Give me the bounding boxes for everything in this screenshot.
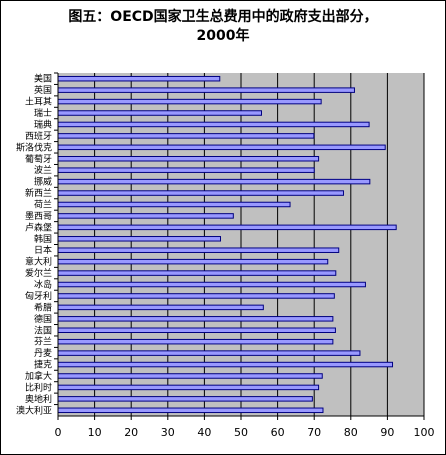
x-tick-label: 60 [271, 426, 285, 439]
bar [57, 144, 386, 151]
x-tick-label: 20 [124, 426, 138, 439]
category-labels: 美国英国土耳其瑞士瑞典西班牙斯洛伐克葡萄牙波兰挪威新西兰荷兰墨西哥卢森堡韩国日本… [16, 73, 52, 417]
x-tick-label: 30 [161, 426, 175, 439]
axes [54, 72, 425, 420]
category-label: 爱尔兰 [25, 267, 52, 279]
category-label: 奥地利 [25, 393, 52, 405]
x-tick-label: 70 [307, 426, 321, 439]
x-tick-label: 40 [197, 426, 211, 439]
bar [57, 98, 322, 105]
gridlines [94, 73, 425, 416]
bar [57, 338, 334, 345]
bar [57, 350, 361, 356]
category-label: 芬兰 [34, 336, 52, 348]
bar [57, 373, 323, 379]
category-label: 德国 [34, 313, 52, 325]
category-label: 新西兰 [25, 187, 52, 199]
bar [57, 316, 334, 322]
category-label: 日本 [34, 244, 52, 256]
bar [57, 87, 355, 93]
category-label: 斯洛伐克 [16, 141, 52, 153]
x-tick-label: 100 [414, 426, 435, 439]
bar [57, 361, 394, 368]
category-label: 波兰 [34, 164, 52, 176]
bar [57, 270, 337, 276]
bar [57, 167, 315, 173]
category-label: 捷克 [34, 359, 52, 371]
x-tick-label: 10 [88, 426, 102, 439]
bar [57, 384, 320, 391]
x-tick-labels: 0 10 20 30 40 50 60 70 80 90 100 [55, 426, 435, 439]
category-label: 葡萄牙 [25, 153, 52, 165]
bar [57, 178, 371, 185]
bar [57, 304, 264, 311]
x-tick-label: 90 [380, 426, 394, 439]
category-label: 瑞典 [34, 118, 52, 130]
x-tick-label: 0 [55, 426, 62, 439]
bar [57, 201, 291, 208]
category-label: 加拿大 [25, 370, 52, 382]
bar [57, 121, 370, 128]
x-tick-label: 80 [344, 426, 358, 439]
bar [57, 327, 336, 333]
bar [57, 156, 320, 162]
category-label: 墨西哥 [25, 211, 52, 222]
category-label: 冰岛 [34, 279, 52, 291]
bar [57, 396, 313, 402]
bar [57, 407, 324, 414]
category-label: 法国 [34, 324, 52, 336]
category-label: 西班牙 [25, 130, 52, 142]
bar [57, 236, 222, 242]
category-label: 瑞士 [34, 107, 52, 119]
bar [57, 258, 329, 265]
category-label: 韩国 [34, 233, 52, 245]
category-label: 挪威 [34, 176, 52, 188]
bar [57, 133, 315, 139]
bar [57, 110, 262, 116]
bar [57, 190, 344, 196]
category-label: 英国 [34, 84, 52, 96]
bar [57, 213, 234, 219]
category-label: 比利时 [25, 381, 52, 393]
category-label: 美国 [34, 73, 52, 85]
bar [57, 293, 335, 299]
category-label: 匈牙利 [25, 290, 52, 302]
bar [57, 247, 340, 253]
category-label: 澳大利亚 [16, 404, 52, 416]
category-label: 荷兰 [34, 198, 52, 210]
bar [57, 281, 366, 288]
bar [57, 224, 397, 231]
category-label: 丹麦 [34, 347, 52, 359]
chart-title: 图五：OECD国家卫生总费用中的政府支出部分， 2000年 [68, 9, 378, 44]
category-label: 土耳其 [25, 96, 52, 108]
bar [57, 75, 221, 82]
category-label: 意大利 [25, 256, 52, 268]
x-tick-label: 50 [234, 426, 248, 439]
category-label: 卢森堡 [25, 221, 52, 233]
category-label: 希腊 [34, 301, 52, 313]
